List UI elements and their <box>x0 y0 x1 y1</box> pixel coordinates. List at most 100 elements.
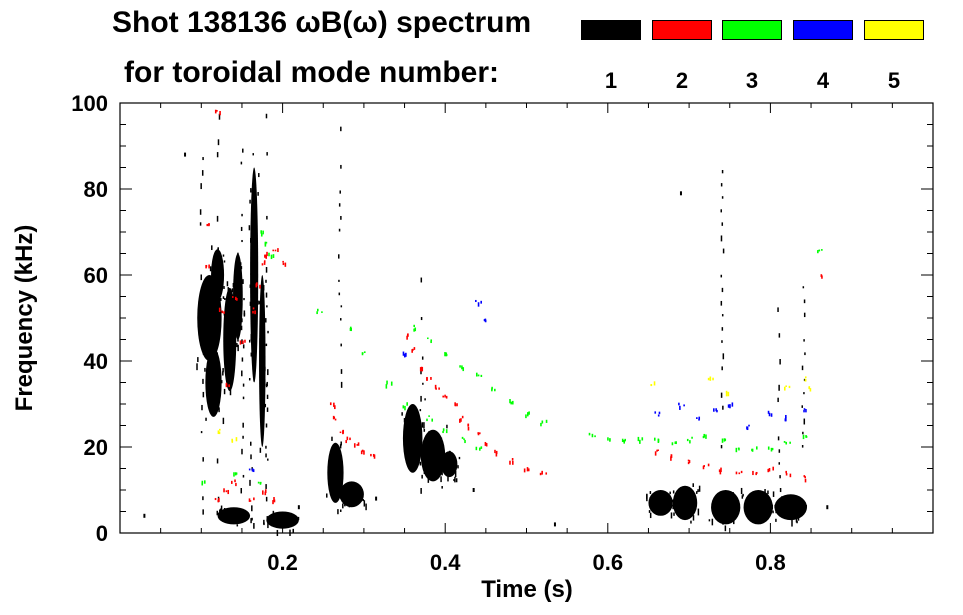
series-2-point-1 <box>206 223 209 227</box>
series-1-speckle <box>258 173 260 178</box>
series-5-point-3 <box>709 376 712 381</box>
series-2-point-45 <box>720 467 722 473</box>
series-4-point-10 <box>768 412 771 417</box>
series-1-speckle <box>449 468 451 472</box>
series-2-point-38 <box>509 460 511 465</box>
series-1-speckle <box>648 510 651 513</box>
series-1-speckle <box>340 479 343 485</box>
series-1-streak-5 <box>338 458 341 461</box>
series-1-streak-5 <box>340 471 343 474</box>
x-axis-label: Time (s) <box>481 576 573 603</box>
series-3-point-11 <box>426 418 428 422</box>
series-2-point-5 <box>236 297 238 301</box>
series-1-speckle <box>222 254 225 257</box>
series-2-point-9 <box>261 263 264 266</box>
series-1-streak-3 <box>249 301 252 306</box>
series-3-point-19 <box>480 374 483 377</box>
series-1-streak-1 <box>218 394 221 400</box>
legend-caption: for toroidal mode number: <box>124 56 499 89</box>
series-1-dot-1 <box>184 152 187 157</box>
series-1-speckle <box>338 462 341 469</box>
series-3-point-26 <box>623 440 625 444</box>
series-1-speckle <box>446 469 448 474</box>
series-3-point-16 <box>427 337 429 340</box>
series-1-speckle <box>365 503 367 511</box>
series-2-point-7 <box>252 310 254 314</box>
chart-title: Shot 138136 ωB(ω) spectrum <box>112 6 532 39</box>
series-3-point-27 <box>639 439 641 444</box>
series-3-point-38 <box>818 249 821 252</box>
series-4-point-10 <box>767 410 770 414</box>
series-1-speckle <box>427 475 430 483</box>
series-1-streak-5 <box>340 164 342 169</box>
series-1-speckle <box>226 518 228 521</box>
x-tick-label: 0.8 <box>755 550 786 575</box>
series-1-speckle <box>250 333 253 341</box>
series-1-streak-0 <box>202 300 204 306</box>
legend-swatch-4 <box>793 20 853 40</box>
series-3-point-23 <box>541 420 544 424</box>
series-1-streak-1 <box>216 458 219 464</box>
series-1-speckle <box>224 297 226 300</box>
series-1-speckle <box>759 514 762 520</box>
series-1-speckle <box>772 491 775 497</box>
series-1-speckle <box>222 417 225 425</box>
series-1-streak-1 <box>218 279 221 285</box>
series-1-speckle <box>354 489 356 495</box>
series-1-speckle <box>401 412 403 416</box>
series-1-speckle <box>252 153 254 156</box>
series-1-streak-7 <box>721 196 724 199</box>
series-2-point-37 <box>495 450 498 455</box>
series-1-speckle <box>423 441 425 447</box>
series-1-speckle <box>253 522 255 529</box>
series-1-speckle <box>265 423 268 428</box>
series-1-speckle <box>728 494 730 501</box>
series-2-point-2 <box>216 109 218 112</box>
series-1-speckle <box>223 286 225 289</box>
series-3-point-6 <box>316 311 318 315</box>
series-1-speckle <box>228 324 231 329</box>
series-2-point-49 <box>785 470 787 474</box>
series-4-point-7 <box>715 408 717 412</box>
series-2-point-16 <box>248 498 251 502</box>
series-1-streak-6 <box>420 317 423 321</box>
series-3-point-14 <box>479 447 481 451</box>
series-1-streak-0 <box>200 431 203 434</box>
series-2-point-38 <box>512 460 514 465</box>
series-2-point-24 <box>361 449 364 452</box>
series-1-streak-5 <box>340 126 342 132</box>
series-4-point-11 <box>785 417 787 422</box>
series-2-point-39 <box>526 467 529 472</box>
series-1-speckle <box>236 524 239 527</box>
series-1-speckle <box>698 485 701 492</box>
legend-label-3: 3 <box>745 68 759 93</box>
series-2-point-14 <box>227 489 230 495</box>
series-3-point-14 <box>475 446 478 451</box>
series-2-point-46 <box>738 472 741 475</box>
series-1-speckle <box>697 508 700 516</box>
series-1-speckle <box>238 277 240 280</box>
series-2-point-48 <box>772 466 775 471</box>
series-4-point-5 <box>679 405 681 410</box>
series-3-point-31 <box>702 435 705 439</box>
series-1-speckle <box>669 491 671 495</box>
series-1-streak-5 <box>338 203 341 207</box>
series-2-point-44 <box>707 463 710 467</box>
series-1-speckle <box>288 519 291 523</box>
series-4-point-1 <box>402 351 405 356</box>
series-1-speckle <box>239 262 242 266</box>
series-1-speckle <box>406 443 408 449</box>
series-1-streak-4 <box>266 215 268 220</box>
series-2-point-10 <box>266 251 268 257</box>
series-1-speckle <box>713 498 715 505</box>
series-4-point-3 <box>484 319 487 323</box>
series-1-streak-4 <box>265 292 268 298</box>
series-4-point-6 <box>698 416 701 420</box>
series-1-streak-2 <box>242 396 245 400</box>
series-3-point-1 <box>265 241 268 244</box>
series-2-point-18 <box>273 499 276 503</box>
series-1-speckle <box>251 336 254 341</box>
series-1-streak-1 <box>217 318 219 322</box>
series-1-streak-8 <box>778 384 780 391</box>
series-2-point-29 <box>426 377 428 381</box>
